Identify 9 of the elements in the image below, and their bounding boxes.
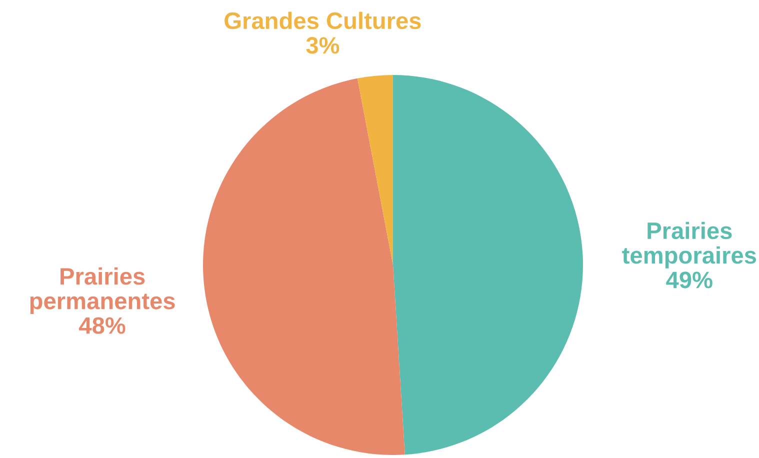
slice-label: Grandes Cultures [224,12,421,30]
slice-label: Prairies temporaires [622,222,756,268]
data-label: 48% [79,317,126,334]
slice-label: Prairies permanentes [30,267,175,314]
pie-slice [357,75,393,265]
data-label: 49% [666,272,712,288]
pie-slice [393,75,583,455]
data-label: 3% [306,37,340,54]
pie-slice [203,78,405,455]
